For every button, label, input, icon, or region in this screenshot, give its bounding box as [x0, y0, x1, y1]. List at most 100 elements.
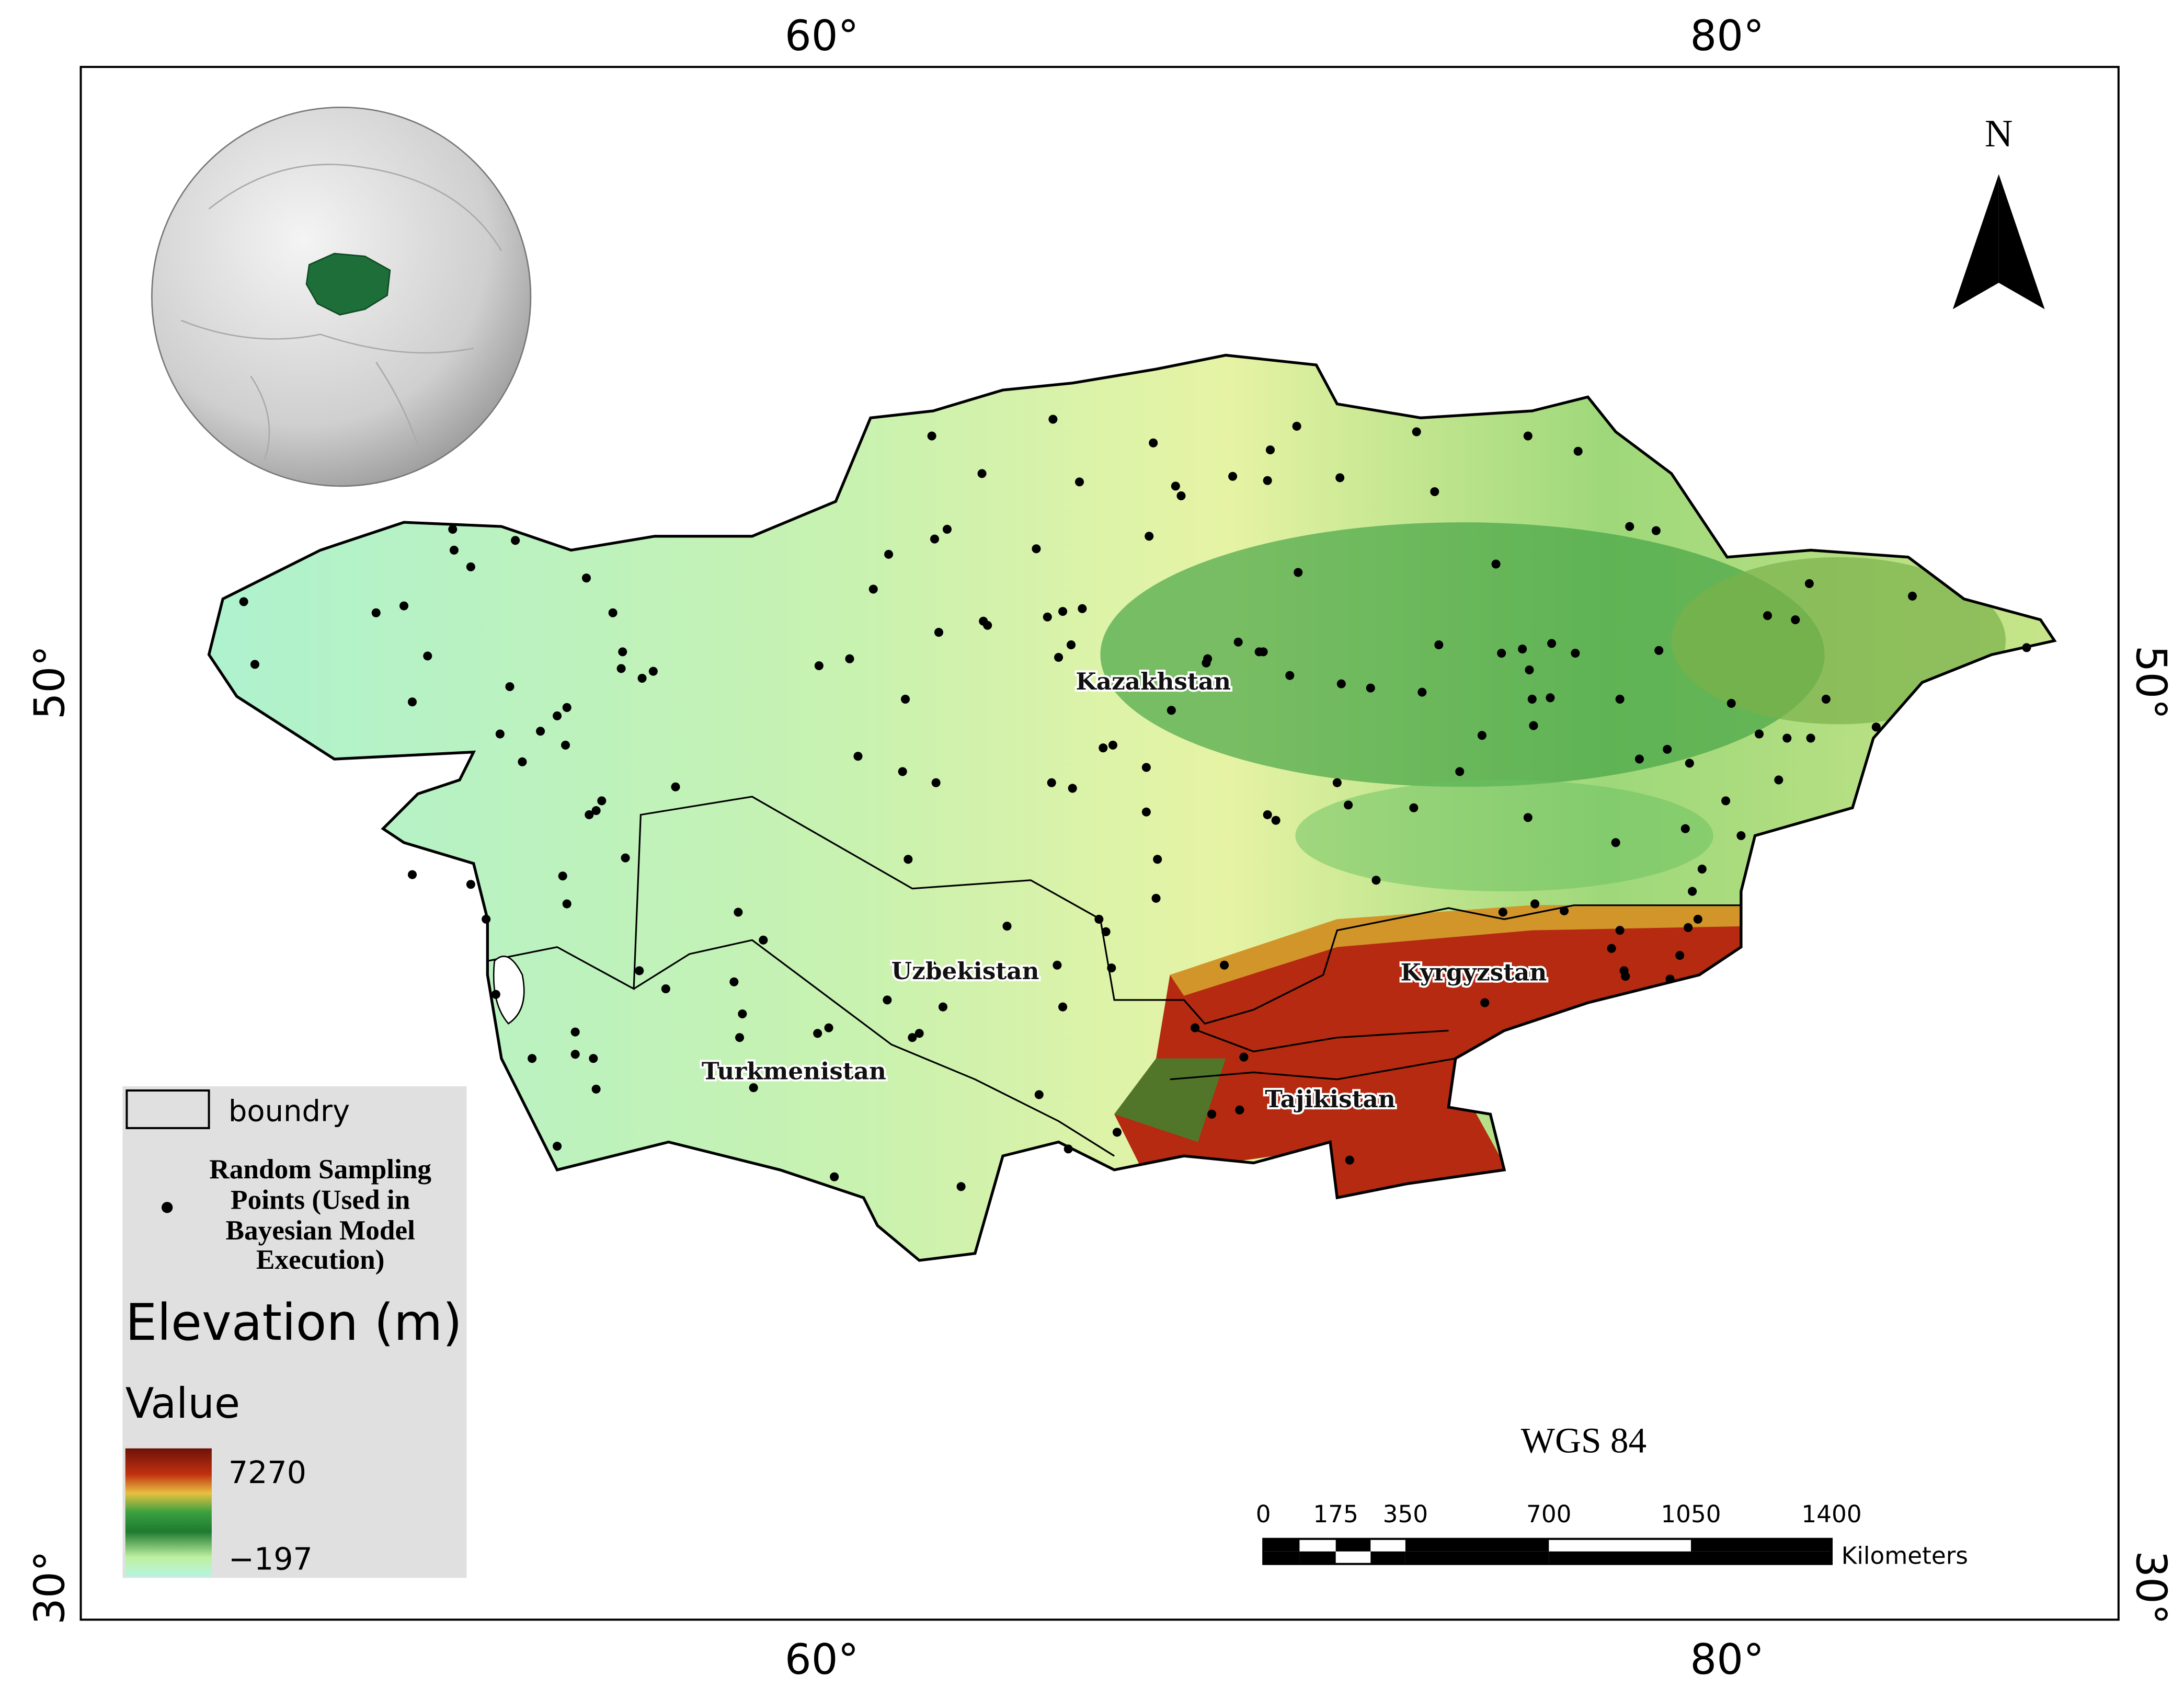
sampling-point: [1417, 687, 1427, 697]
highland: [1295, 779, 1713, 892]
scale-bar: 0 175 350 700 1050 1400 Kilometers: [1256, 1500, 1968, 1570]
sampling-point: [1075, 477, 1084, 487]
sampling-point: [1141, 807, 1151, 817]
country-label: Turkmenistan: [702, 1057, 886, 1085]
sampling-point: [371, 608, 381, 617]
sampling-point: [1153, 855, 1162, 864]
legend: boundry Random Sampling Points (Used in …: [122, 1086, 467, 1578]
sampling-point: [1525, 665, 1534, 675]
graticule-label: 30°: [26, 1551, 74, 1625]
sampling-point: [536, 727, 545, 736]
sampling-point: [1409, 803, 1419, 812]
scale-segment: [1370, 1551, 1405, 1564]
sampling-point: [1054, 653, 1064, 662]
sampling-point: [1335, 473, 1345, 483]
sampling-point: [898, 767, 907, 776]
sampling-point: [1634, 754, 1644, 764]
sampling-point: [1527, 694, 1537, 704]
scale-label: 350: [1383, 1500, 1428, 1528]
sampling-point: [589, 1054, 598, 1063]
sampling-point: [1371, 876, 1381, 885]
legend-max: 7270: [228, 1455, 306, 1490]
sampling-point: [883, 995, 892, 1005]
sampling-point: [868, 584, 878, 594]
sampling-point: [845, 654, 854, 663]
sampling-point: [1684, 923, 1693, 932]
sampling-point: [553, 1142, 562, 1151]
sampling-point: [830, 1172, 839, 1181]
sampling-point: [1058, 1002, 1068, 1012]
sampling-point: [1047, 778, 1056, 787]
sampling-point: [511, 536, 520, 545]
sampling-point: [934, 628, 943, 637]
sampling-point: [738, 1009, 747, 1019]
sampling-point: [1233, 637, 1243, 647]
sampling-point: [1651, 526, 1661, 535]
sampling-point: [1806, 733, 1815, 743]
sampling-point: [1078, 604, 1087, 613]
legend-label: Random Sampling: [209, 1154, 431, 1185]
sampling-point: [1754, 729, 1764, 739]
sampling-point: [1523, 431, 1533, 441]
sampling-point: [553, 711, 562, 720]
sampling-point: [1149, 438, 1158, 447]
sampling-point: [1235, 1105, 1244, 1115]
sampling-point: [1791, 615, 1800, 625]
sampling-point: [1480, 998, 1490, 1007]
sampling-point: [927, 431, 936, 441]
scale-label: 175: [1313, 1500, 1358, 1528]
scale-segment: [1263, 1551, 1300, 1564]
sampling-point: [1141, 763, 1151, 772]
graticule-label: 60°: [785, 12, 859, 60]
sampling-point: [661, 984, 670, 994]
graticule-label: 30°: [2126, 1551, 2175, 1625]
arrow-right: [1998, 174, 2045, 309]
scale-segment: [1405, 1551, 1549, 1564]
legend-label: Execution): [256, 1244, 385, 1275]
sampling-point: [1665, 974, 1675, 984]
sampling-point: [1332, 778, 1342, 787]
sampling-point: [1821, 694, 1831, 704]
legend-label: Points (Used in: [231, 1184, 410, 1215]
sampling-point: [399, 601, 409, 611]
sampling-point: [1697, 864, 1707, 874]
sampling-point: [1491, 559, 1501, 569]
legend-subtitle: Value: [125, 1379, 240, 1428]
sampling-point: [1167, 706, 1176, 715]
sampling-point: [1271, 816, 1280, 825]
scale-segment: [1690, 1551, 1832, 1564]
sampling-point: [901, 694, 910, 704]
globe-coastlines: [180, 164, 502, 460]
elevation-ramp: [125, 1448, 212, 1577]
graticule-label: 50°: [2126, 646, 2175, 720]
border: [1170, 1029, 1456, 1081]
sampling-point: [570, 1050, 580, 1059]
sampling-point: [1112, 1128, 1122, 1137]
sampling-point: [1625, 522, 1634, 531]
sampling-point: [1693, 914, 1702, 924]
sampling-point: [1345, 1155, 1354, 1165]
sampling-point: [1434, 640, 1444, 650]
sampling-point: [884, 549, 894, 559]
sampling-point: [1344, 800, 1353, 810]
sampling-point: [1254, 647, 1264, 657]
sampling-point: [1336, 679, 1346, 688]
sampling-point: [1680, 824, 1690, 833]
sampling-point: [734, 908, 743, 917]
sampling-point: [1101, 927, 1111, 936]
sampling-point: [495, 729, 505, 739]
sampling-point: [570, 1027, 580, 1037]
north-label: N: [1985, 112, 2013, 155]
country-label: Uzbekistan: [891, 957, 1039, 985]
sampling-point: [562, 703, 571, 712]
sampling-point: [1688, 887, 1697, 896]
sampling-point: [931, 778, 941, 787]
sampling-point: [1043, 612, 1052, 622]
sampling-point: [1547, 639, 1557, 648]
country-label: Kyrgyzstan: [1401, 958, 1547, 986]
sampling-point: [1002, 922, 1012, 931]
sampling-point: [1615, 926, 1625, 935]
sampling-point: [616, 664, 626, 673]
sampling-point: [956, 1182, 966, 1191]
